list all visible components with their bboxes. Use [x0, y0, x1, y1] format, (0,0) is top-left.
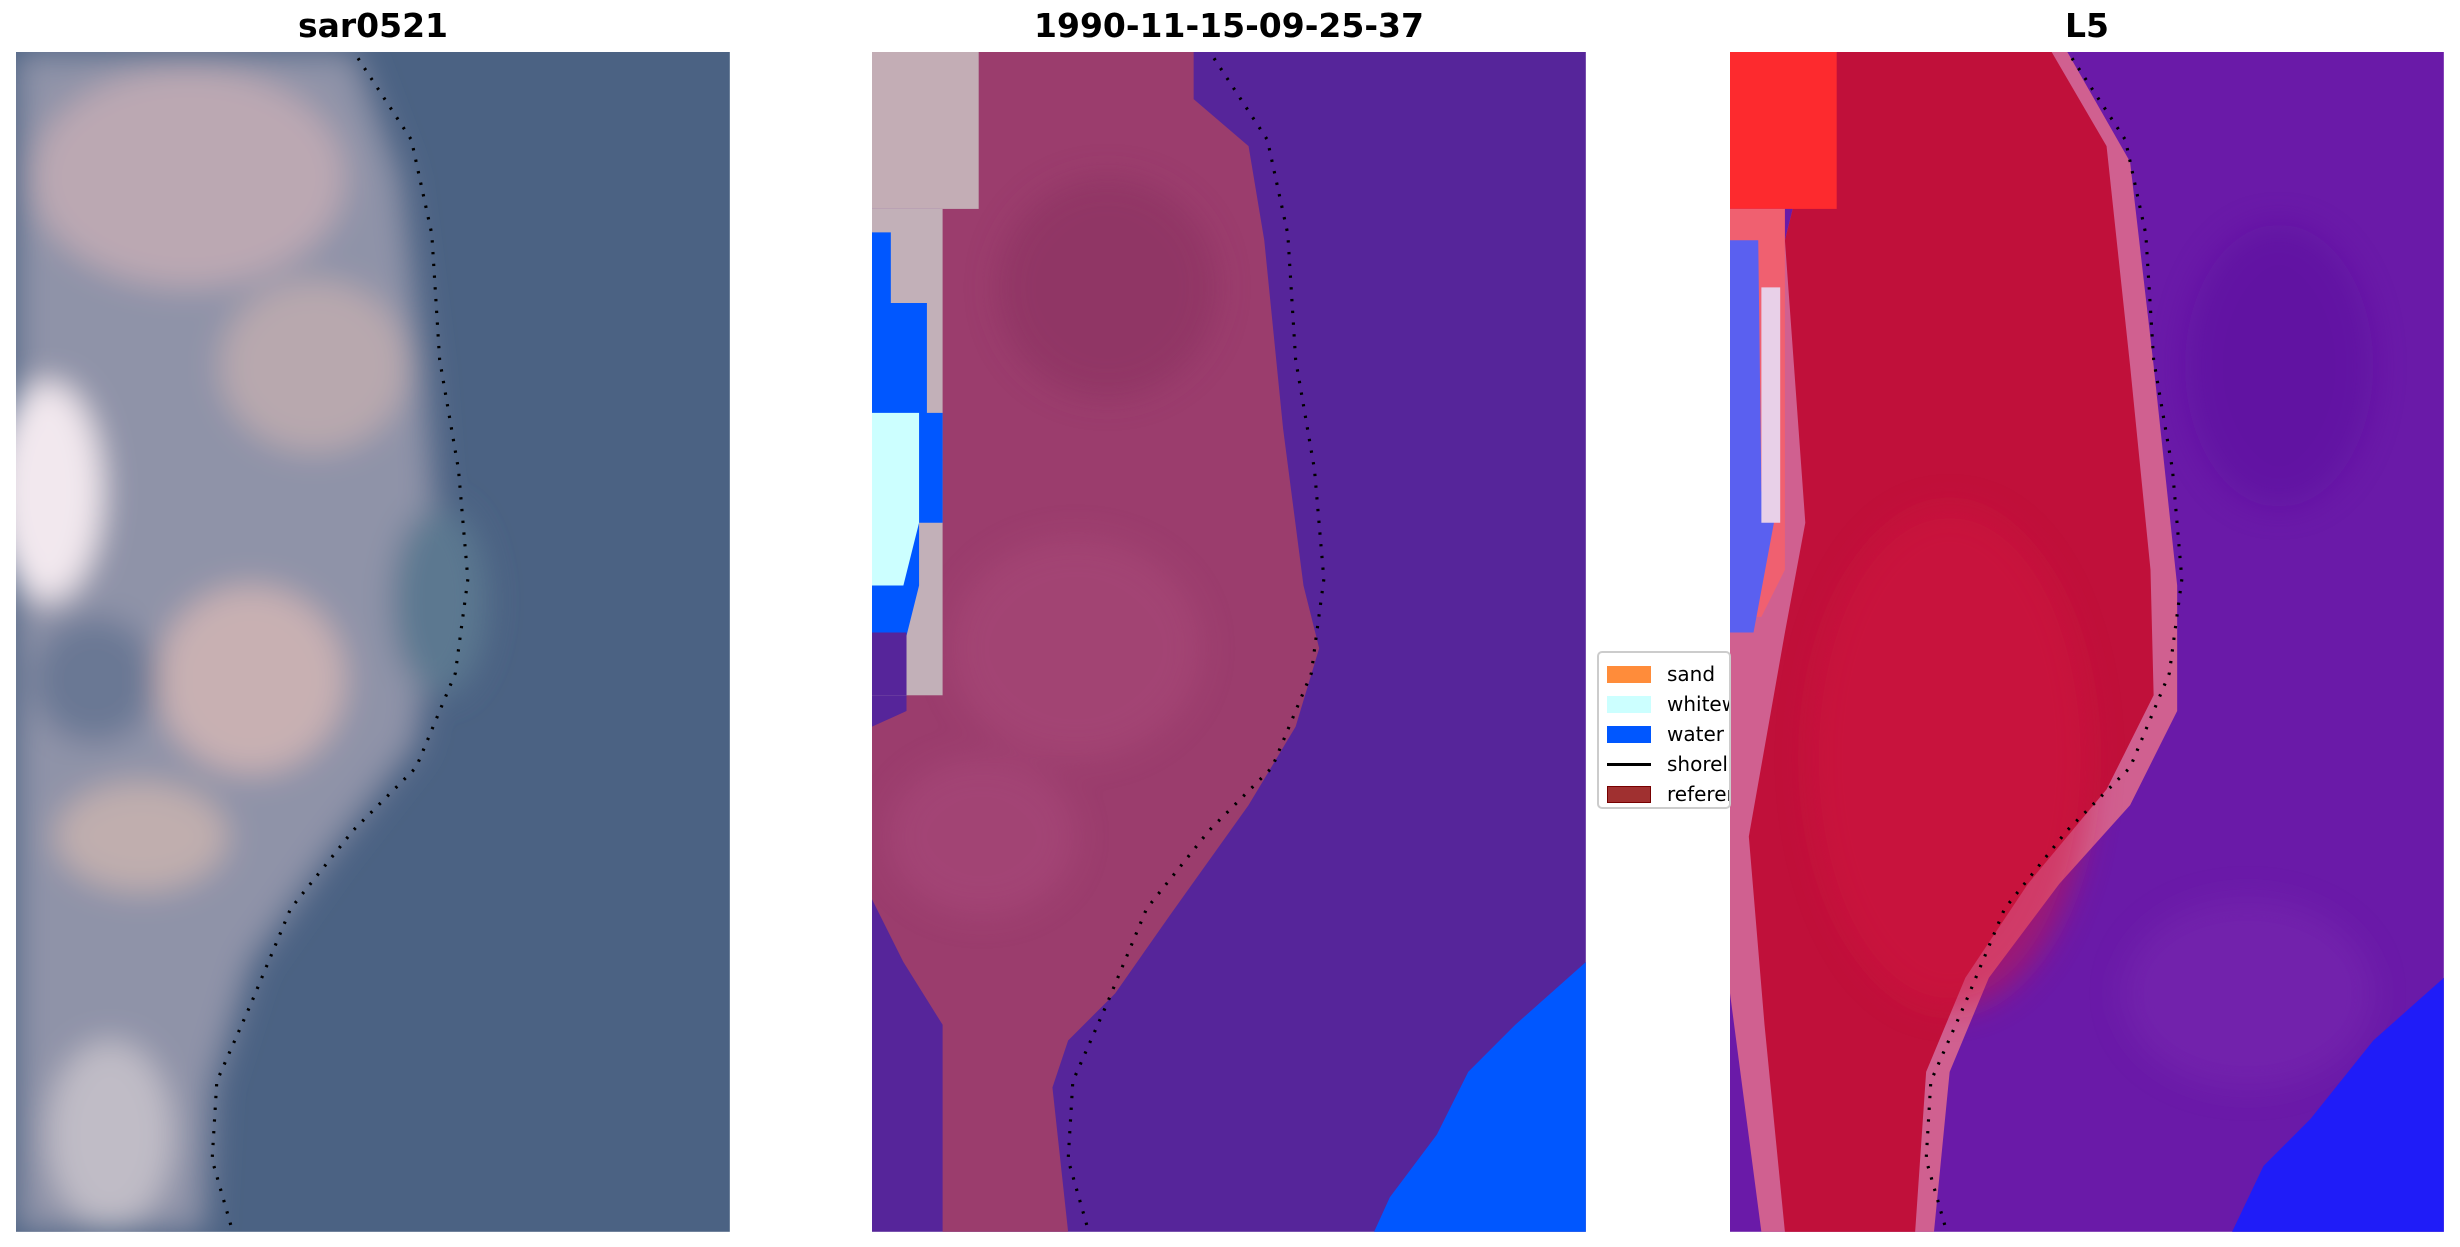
legend: sand whitew water shorel referer: [1597, 651, 1731, 809]
classified-image-panel: [872, 52, 1586, 1232]
l5-image-panel: [1730, 52, 2444, 1232]
panel-title-classified: 1990-11-15-09-25-37: [1034, 6, 1424, 45]
legend-item-whitewater: whitew: [1607, 689, 1731, 719]
reference-swatch: [1607, 785, 1651, 803]
legend-item-water: water: [1607, 719, 1724, 749]
water-swatch: [1607, 725, 1651, 743]
sand-swatch: [1607, 665, 1651, 683]
legend-label: water: [1667, 722, 1724, 746]
whitewater-swatch: [1607, 695, 1651, 713]
legend-label: referer: [1667, 782, 1731, 806]
legend-item-sand: sand: [1607, 659, 1715, 689]
legend-label: whitew: [1667, 692, 1731, 716]
rgb-image-panel: [16, 52, 730, 1232]
panel-title-rgb: sar0521: [297, 6, 449, 45]
legend-label: sand: [1667, 662, 1716, 686]
panel-title-l5: L5: [2065, 6, 2109, 45]
shoreline-line-swatch: [1607, 762, 1651, 766]
legend-item-reference: referer: [1607, 779, 1731, 807]
legend-item-shoreline: shorel: [1607, 749, 1728, 779]
legend-label: shorel: [1667, 752, 1728, 776]
